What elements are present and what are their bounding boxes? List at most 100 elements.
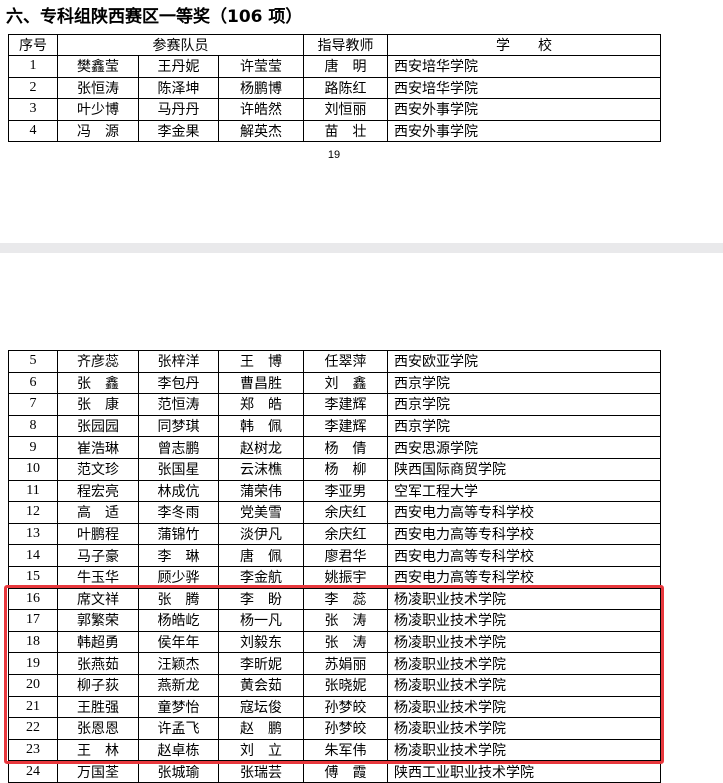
school-cell: 西安外事学院 [387,98,661,121]
name-cell: 张 康 [57,393,139,416]
name-cell: 范文珍 [57,457,139,481]
school-cell: 杨凌职业技术学院 [387,609,661,632]
name-cell: 冯 源 [57,119,139,142]
table-row: 17 郭繁荣 杨皓屹 杨一凡张 涛杨凌职业技术学院 [8,609,661,632]
name-cell: 齐彦蕊 [57,350,139,373]
name-cell: 许莹莹 [218,55,304,78]
name-cell: 淡伊凡 [218,522,304,546]
table-row: 20 柳子荻 燕新龙 黄会茹 张晓妮 杨凌职业技术学院 [8,673,661,697]
school-cell: 空军工程大学 [387,479,661,503]
name-cell: 张瑞芸 [218,760,304,783]
school-cell: 西京学院 [387,371,661,395]
name-cell: 柳子荻 [57,673,139,697]
name-cell: 曾志鹏 [138,436,219,459]
name-cell: 张梓洋 [138,350,219,373]
school-cell: 西安培华学院 [387,55,661,78]
name-cell: 崔浩琳 [57,436,139,459]
header-cell: 序号 [8,34,58,56]
index-cell: 3 [8,98,58,121]
school-cell: 杨凌职业技术学院 [387,630,661,654]
name-cell: 李冬雨 [138,501,219,524]
index-cell: 6 [8,371,58,395]
name-cell: 李 琳 [138,544,219,567]
name-cell: 杨 柳 [303,457,388,481]
name-cell: 杨鹏博 [218,76,304,99]
name-cell: 李 盼 [218,587,304,611]
name-cell: 杨 倩 [303,436,388,459]
name-cell: 杨一凡 [218,609,304,632]
name-cell: 余庆红 [303,522,388,546]
index-cell: 22 [8,717,58,740]
school-cell: 杨凌职业技术学院 [387,738,661,762]
table-row: 2 张恒涛 陈泽坤 杨鹏博 路陈红 西安培华学院 [8,76,661,99]
table-row: 21 王胜强 童梦怡 寇坛俊 孙梦皎 杨凌职业技术学院 [8,695,661,719]
name-cell: 傅 霞 [303,760,388,783]
name-cell: 范恒涛 [138,393,219,416]
school-cell: 西安电力高等专科学校 [387,501,661,524]
school-cell: 陕西国际商贸学院 [387,457,661,481]
name-cell: 许皓然 [218,98,304,121]
name-cell: 唐 佩 [218,544,304,567]
name-cell: 余庆红 [303,501,388,524]
header-cell: 参赛队员 [57,34,304,56]
name-cell: 蒲荣伟 [218,479,304,503]
table-row: 16 席文祥张 腾李 盼李 蕊杨凌职业技术学院 [8,587,661,611]
name-cell: 张园园 [57,414,139,438]
name-cell: 顾少骅 [138,565,219,589]
index-cell: 4 [8,119,58,142]
name-cell: 牛玉华 [57,565,139,589]
table-row: 22 张恩恩 许孟飞赵 鹏孙梦皎 杨凌职业技术学院 [8,717,661,740]
index-cell: 7 [8,393,58,416]
header-cell: 指导教师 [303,34,388,56]
name-cell: 赵树龙 [218,436,304,459]
school-cell: 西安外事学院 [387,119,661,142]
school-cell: 杨凌职业技术学院 [387,695,661,719]
name-cell: 万国荃 [57,760,139,783]
name-cell: 陈泽坤 [138,76,219,99]
name-cell: 廖君华 [303,544,388,567]
table-row: 9 崔浩琳 曾志鹏 赵树龙杨 倩西安思源学院 [8,436,661,459]
index-cell: 1 [8,55,58,78]
name-cell: 云沫樵 [218,457,304,481]
school-cell: 陕西工业职业技术学院 [387,760,661,783]
table-row: 15 牛玉华 顾少骅 李金航 姚振宇 西安电力高等专科学校 [8,565,661,589]
name-cell: 韩 佩 [218,414,304,438]
name-cell: 王丹妮 [138,55,219,78]
name-cell: 曹昌胜 [218,371,304,395]
index-cell: 8 [8,414,58,438]
highlight-box [4,585,664,764]
name-cell: 党美雪 [218,501,304,524]
table-row: 11 程宏亮 林成伉 蒲荣伟 李亚男 空军工程大学 [8,479,661,503]
index-cell: 11 [8,479,58,503]
name-cell: 李金果 [138,119,219,142]
table-row: 1 樊鑫莹 王丹妮 许莹莹唐 明西安培华学院 [8,55,661,78]
name-cell: 李包丹 [138,371,219,395]
name-cell: 刘 鑫 [303,371,388,395]
index-cell: 15 [8,565,58,589]
school-cell: 西安电力高等专科学校 [387,544,661,567]
table-row: 5 齐彦蕊 张梓洋王 博任翠萍 西安欧亚学院 [8,350,661,373]
name-cell: 张国星 [138,457,219,481]
name-cell: 张城瑜 [138,760,219,783]
name-cell: 张恒涛 [57,76,139,99]
index-cell: 9 [8,436,58,459]
name-cell: 高 适 [57,501,139,524]
name-cell: 张 涛 [303,630,388,654]
name-cell: 唐 明 [303,55,388,78]
name-cell: 苗 壮 [303,119,388,142]
name-cell: 任翠萍 [303,350,388,373]
award-table: 序号 参赛队员 指导教师 学 校 1 樊鑫莹 王丹妮 许莹莹唐 明西安培华学院 2 张恒涛… [8,34,661,142]
name-cell: 李建辉 [303,393,388,416]
name-cell: 路陈红 [303,76,388,99]
school-cell: 西安电力高等专科学校 [387,522,661,546]
name-cell: 朱军伟 [303,738,388,762]
index-cell: 10 [8,457,58,481]
page-number: 19 [327,149,341,161]
name-cell: 姚振宇 [303,565,388,589]
name-cell: 叶鹏程 [57,522,139,546]
name-cell: 林成伉 [138,479,219,503]
table-row: 8 张园园 同梦琪韩 佩李建辉 西京学院 [8,414,661,438]
